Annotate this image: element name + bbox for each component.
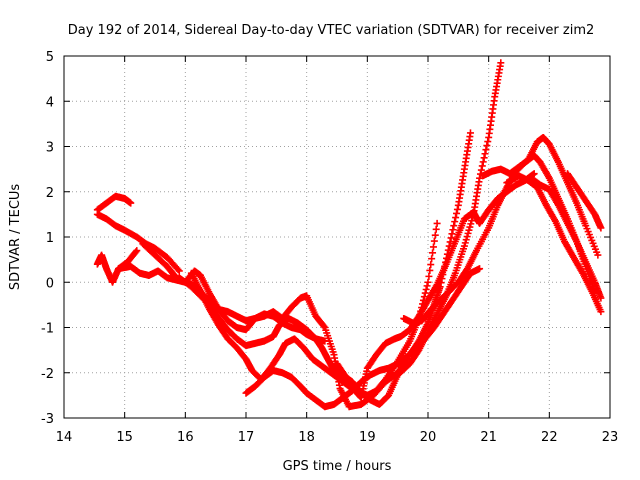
data-point — [477, 166, 485, 174]
data-point — [429, 249, 437, 257]
data-point — [464, 229, 472, 237]
x-tick-label: 18 — [298, 430, 315, 445]
data-point — [450, 222, 458, 230]
series-track-12 — [503, 172, 605, 316]
data-point — [448, 230, 456, 238]
x-tick-label: 15 — [116, 430, 133, 445]
data-point — [175, 267, 183, 275]
x-tick-label: 16 — [177, 430, 194, 445]
data-point — [453, 205, 461, 213]
x-tick-label: 23 — [602, 430, 619, 445]
data-point — [484, 138, 492, 146]
series-track-11 — [479, 133, 602, 259]
y-tick-label: -3 — [41, 412, 54, 427]
x-tick-label: 17 — [238, 430, 255, 445]
data-point — [320, 322, 328, 330]
x-axis-label: GPS time / hours — [283, 459, 392, 474]
data-point — [127, 199, 135, 207]
data-point — [597, 308, 605, 316]
data-point — [597, 294, 605, 302]
series-track-8 — [242, 265, 484, 411]
data-point — [429, 243, 437, 251]
data-point — [460, 242, 468, 250]
data-point — [463, 233, 471, 241]
y-tick-label: -2 — [41, 367, 54, 382]
y-tick-label: 5 — [46, 50, 54, 65]
data-point — [465, 226, 473, 234]
data-point — [174, 266, 182, 274]
data-points — [93, 59, 605, 411]
data-point — [468, 217, 476, 225]
data-point — [132, 248, 140, 256]
data-point — [427, 261, 435, 269]
x-tick-label: 22 — [541, 430, 558, 445]
data-point — [478, 162, 486, 170]
data-point — [433, 219, 441, 227]
series-track-3 — [93, 247, 141, 286]
data-point — [466, 223, 474, 231]
data-point — [425, 272, 433, 280]
data-point — [466, 129, 474, 137]
data-point — [426, 266, 434, 274]
data-point — [432, 225, 440, 233]
data-point — [482, 146, 490, 154]
y-tick-label: 3 — [46, 141, 54, 156]
data-point — [430, 237, 438, 245]
data-point — [428, 255, 436, 263]
data-point — [421, 289, 429, 297]
axis-ticks — [63, 55, 611, 419]
data-point — [461, 239, 469, 247]
x-tick-label: 21 — [480, 430, 497, 445]
data-point — [462, 236, 470, 244]
y-axis-label: SDTVAR / TECUs — [8, 184, 23, 291]
data-point — [133, 247, 141, 255]
data-point — [479, 158, 487, 166]
data-point — [483, 142, 491, 150]
y-tick-label: 4 — [46, 95, 54, 110]
data-point — [431, 231, 439, 239]
y-tick-label: -1 — [41, 322, 54, 337]
y-tick-label: 1 — [46, 231, 54, 246]
data-point — [423, 282, 431, 290]
data-point — [480, 154, 488, 162]
chart-title: Day 192 of 2014, Sidereal Day-to-day VTE… — [68, 23, 595, 38]
data-point — [449, 226, 457, 234]
data-point — [530, 170, 538, 178]
data-point — [497, 59, 505, 67]
y-tick-label: 2 — [46, 186, 54, 201]
data-point — [451, 218, 459, 226]
data-point — [453, 209, 461, 217]
data-point — [467, 220, 475, 228]
x-tick-label: 20 — [420, 430, 437, 445]
data-point — [597, 224, 605, 232]
series-track-13 — [527, 174, 605, 302]
series-track-14 — [564, 170, 605, 232]
data-point — [447, 234, 455, 242]
data-point — [452, 214, 460, 222]
y-tick-label: 0 — [46, 276, 54, 291]
x-tick-label: 14 — [56, 430, 73, 445]
data-point — [422, 285, 430, 293]
data-point — [476, 265, 484, 273]
data-point — [424, 278, 432, 286]
data-point — [594, 251, 602, 259]
data-point — [481, 150, 489, 158]
x-tick-label: 19 — [359, 430, 376, 445]
